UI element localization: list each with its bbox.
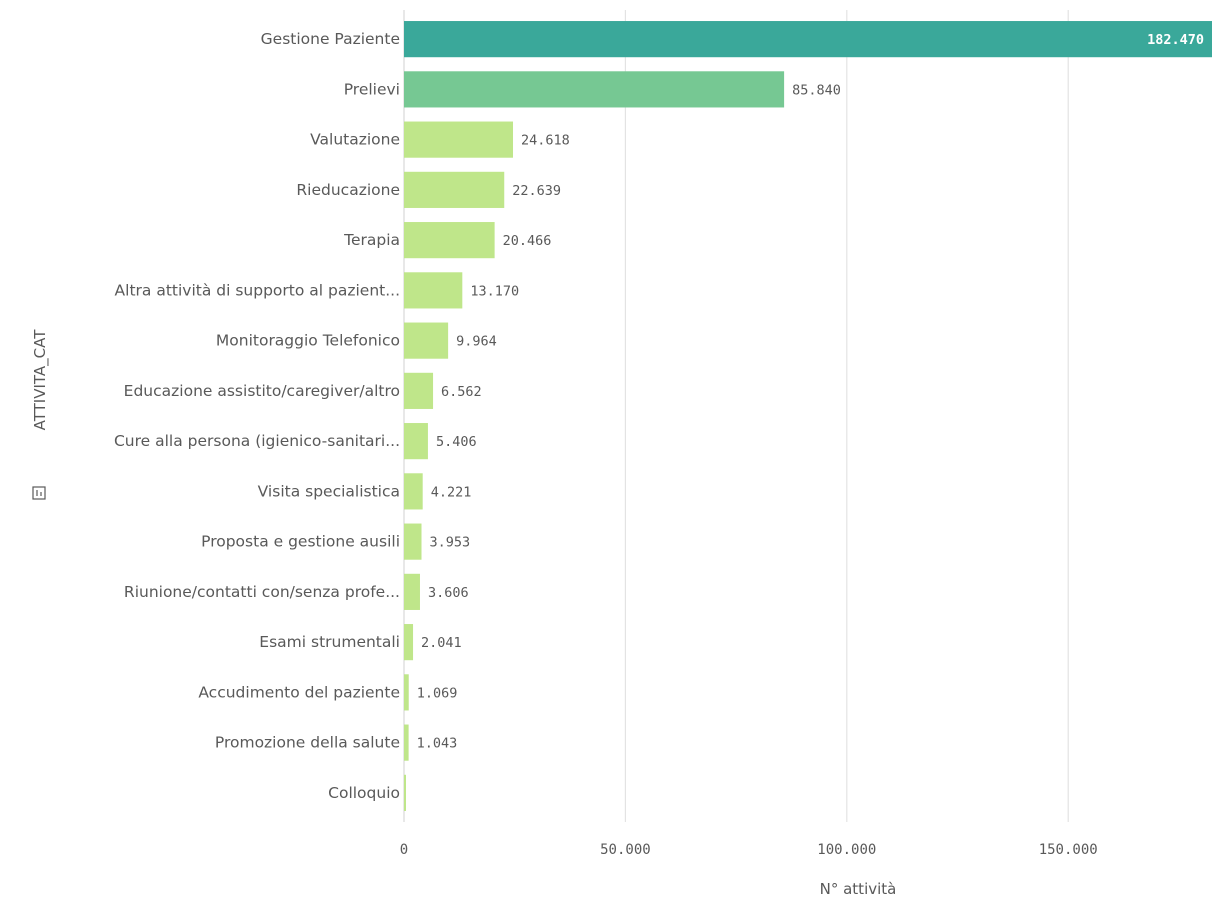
value-label: 3.953	[430, 535, 471, 551]
category-labels: Gestione Paziente Prelievi Valutazione Ried…	[114, 30, 400, 802]
bar[interactable]	[404, 121, 514, 158]
bar[interactable]	[404, 71, 785, 108]
x-tick-label: 150.000	[1039, 842, 1098, 858]
value-label: 182.470	[1147, 32, 1204, 48]
bar[interactable]	[404, 272, 463, 309]
bars	[404, 21, 1212, 811]
x-tick-label: 50.000	[600, 842, 651, 858]
bar[interactable]	[404, 372, 434, 409]
bar[interactable]	[404, 322, 449, 359]
bar[interactable]	[404, 523, 422, 560]
category-label: Educazione assistito/caregiver/altro	[124, 382, 400, 400]
x-axis-title: N° attività	[820, 880, 897, 898]
value-label: 2.041	[421, 635, 462, 651]
value-label: 5.406	[436, 434, 477, 450]
x-tick-labels: 0 50.000 100.000 150.000	[400, 842, 1098, 858]
bar[interactable]	[404, 724, 409, 761]
x-tick-label: 100.000	[817, 842, 876, 858]
value-label: 1.069	[417, 685, 458, 701]
category-label: Colloquio	[328, 784, 400, 802]
value-label: 1.043	[417, 736, 458, 752]
value-labels: 182.470 85.840 24.618 22.639 20.466 13.170 9.9…	[417, 32, 1204, 752]
category-label: Promozione della salute	[215, 734, 400, 752]
category-label: Visita specialistica	[258, 482, 400, 500]
value-label: 13.170	[470, 283, 519, 299]
value-label: 3.606	[428, 585, 469, 601]
category-label: Riunione/contatti con/senza profe...	[124, 583, 400, 601]
value-label: 9.964	[456, 334, 497, 350]
value-label: 4.221	[431, 484, 472, 500]
sort-icon[interactable]	[32, 486, 46, 500]
bar[interactable]	[404, 21, 1212, 58]
category-label: Accudimento del paziente	[198, 683, 400, 701]
value-label: 20.466	[503, 233, 552, 249]
category-label: Valutazione	[310, 131, 400, 149]
category-label: Prelievi	[344, 80, 400, 98]
bar[interactable]	[404, 674, 409, 711]
x-tick-label: 0	[400, 842, 408, 858]
category-label: Cure alla persona (igienico-sanitari...	[114, 432, 400, 450]
bar[interactable]	[404, 573, 420, 610]
bar[interactable]	[404, 473, 423, 510]
value-label: 24.618	[521, 133, 570, 149]
value-label: 6.562	[441, 384, 482, 400]
bar[interactable]	[404, 624, 414, 661]
category-label: Gestione Paziente	[261, 30, 400, 48]
y-axis-title: ATTIVITA_CAT	[31, 329, 50, 431]
category-label: Terapia	[343, 231, 400, 249]
bar[interactable]	[404, 423, 428, 460]
category-label: Altra attività di supporto al pazient...	[115, 281, 400, 299]
value-label: 22.639	[512, 183, 561, 199]
bar[interactable]	[404, 222, 495, 259]
y-axis-title-group[interactable]: ATTIVITA_CAT	[31, 329, 50, 500]
category-label: Monitoraggio Telefonico	[216, 332, 400, 350]
value-label: 85.840	[792, 82, 841, 98]
category-label: Proposta e gestione ausili	[201, 533, 400, 551]
bar[interactable]	[404, 774, 406, 811]
category-label: Esami strumentali	[259, 633, 400, 651]
category-label: Rieducazione	[296, 181, 400, 199]
bar[interactable]	[404, 171, 505, 208]
